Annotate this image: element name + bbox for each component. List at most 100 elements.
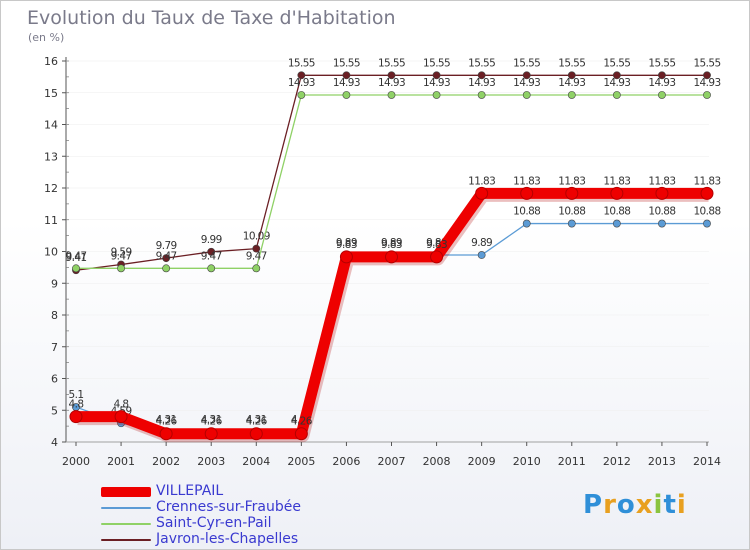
data-label: 15.55 [288, 57, 315, 69]
data-label: 9.89 [336, 237, 357, 249]
data-point [658, 71, 666, 80]
data-point [297, 91, 306, 99]
data-label: 5.1 [69, 389, 84, 401]
y-tick-label: 12 [44, 182, 58, 195]
data-point [475, 186, 489, 200]
x-tick-label: 2003 [197, 455, 225, 468]
data-point [387, 91, 396, 99]
data-label: 9.47 [111, 250, 132, 262]
data-point [658, 91, 666, 99]
x-tick-label: 2012 [603, 455, 631, 468]
data-point [477, 91, 486, 99]
y-tick-label: 9 [51, 277, 58, 290]
data-label: 9.47 [156, 250, 177, 262]
data-label: 14.93 [288, 77, 315, 89]
data-label: 9.59 [111, 247, 132, 259]
data-point [703, 91, 711, 99]
data-label: 15.55 [378, 57, 405, 69]
data-point [252, 264, 261, 273]
data-point [655, 186, 669, 200]
data-point [114, 410, 128, 424]
chart-title: Evolution du Taux de Taxe d'Habitation [27, 7, 396, 29]
data-label: 9.79 [156, 240, 177, 252]
data-point [432, 71, 441, 80]
data-label: 4.31 [201, 414, 222, 426]
data-point [294, 427, 308, 441]
logo-letter: i [653, 490, 664, 520]
data-label: 9.47 [246, 250, 267, 262]
data-label: 15.55 [423, 57, 450, 69]
x-tick-label: 2011 [558, 455, 586, 468]
data-label: 11.83 [648, 175, 675, 187]
y-tick-label: 8 [51, 309, 58, 322]
x-tick-label: 2009 [468, 455, 496, 468]
data-label: 9.83 [426, 239, 447, 251]
data-point [567, 219, 576, 228]
data-label: 15.55 [648, 57, 675, 69]
data-label: 11.83 [513, 175, 540, 187]
data-label: 4.31 [246, 414, 267, 426]
y-tick-label: 14 [44, 119, 58, 132]
y-tick-label: 10 [44, 246, 58, 259]
x-tick-label: 2013 [648, 455, 676, 468]
data-point [162, 254, 171, 263]
data-label: 15.55 [558, 57, 585, 69]
data-point [72, 264, 80, 273]
data-label: 14.93 [693, 77, 720, 89]
logo-letter: x [635, 490, 654, 520]
data-label: 10.88 [603, 206, 630, 218]
data-label: 9.83 [381, 239, 402, 251]
legend-swatch [101, 523, 151, 525]
data-label: 14.93 [468, 77, 495, 89]
x-tick-label: 2001 [107, 455, 135, 468]
data-point [387, 71, 396, 80]
data-label: 14.93 [648, 77, 675, 89]
logo-letter: t [663, 490, 677, 520]
chart-subtitle: (en %) [28, 31, 65, 44]
data-point [522, 71, 531, 80]
data-label: 15.55 [603, 57, 630, 69]
y-tick-label: 11 [44, 214, 58, 227]
data-point [339, 250, 353, 264]
data-point [385, 250, 398, 264]
data-label: 14.93 [378, 77, 405, 89]
x-tick-label: 2005 [287, 455, 315, 468]
data-label: 14.93 [423, 77, 450, 89]
x-tick-label: 2006 [332, 455, 360, 468]
x-tick-label: 2014 [693, 455, 721, 468]
data-point [567, 71, 576, 80]
data-point [252, 244, 261, 253]
data-label: 10.88 [558, 206, 585, 218]
legend-swatch [101, 507, 151, 509]
data-point [477, 71, 486, 80]
y-tick-label: 4 [51, 436, 58, 449]
data-point [477, 251, 486, 259]
series-line [76, 187, 707, 440]
data-point [342, 91, 351, 99]
data-point [565, 186, 579, 200]
data-point [162, 264, 171, 273]
data-label: 10.88 [693, 206, 720, 218]
x-tick-label: 2007 [378, 455, 406, 468]
data-label: 4.8 [69, 399, 84, 411]
x-tick-label: 2004 [242, 455, 270, 468]
data-point [342, 71, 351, 80]
data-point [297, 71, 306, 80]
legend-label: Javron-les-Chapelles [156, 531, 299, 547]
data-label: 9.47 [66, 250, 87, 262]
data-label: 15.55 [468, 57, 495, 69]
data-label: 11.83 [603, 175, 630, 187]
data-label: 9.41 [66, 252, 87, 264]
data-label: 9.89 [471, 237, 492, 249]
data-label: 14.93 [333, 77, 360, 89]
data-label: 9.99 [201, 234, 222, 246]
data-label: 14.93 [603, 77, 630, 89]
y-tick-label: 13 [44, 150, 58, 163]
data-label: 4.26 [156, 416, 178, 428]
data-label: 4.31 [156, 414, 177, 426]
data-point [117, 264, 125, 273]
data-label: 15.55 [693, 57, 720, 69]
data-point [522, 91, 531, 99]
